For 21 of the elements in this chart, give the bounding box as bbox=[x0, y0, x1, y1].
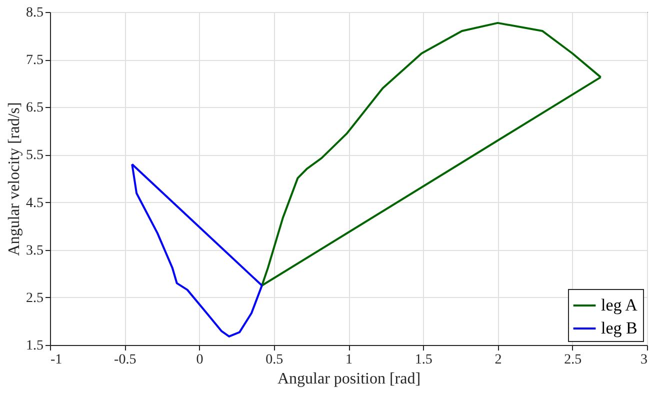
y-axis-title: Angular velocity [rad/s] bbox=[6, 102, 23, 256]
y-tick-label: 1.5 bbox=[26, 338, 44, 354]
y-tick-label: 4.5 bbox=[26, 196, 44, 211]
y-tick-label: 3.5 bbox=[26, 243, 44, 258]
x-tick-label: 1.5 bbox=[414, 352, 432, 368]
y-tick-label: 2.5 bbox=[26, 290, 44, 306]
y-tick-label: 8.5 bbox=[26, 6, 44, 20]
x-tick-label: 3 bbox=[640, 352, 648, 368]
y-tick-label: 7.5 bbox=[26, 53, 44, 68]
x-axis-title: Angular position [rad] bbox=[277, 370, 421, 388]
x-tick-label: -1 bbox=[50, 352, 62, 368]
y-tick-label: 6.5 bbox=[26, 100, 44, 116]
y-tick-label: 5.5 bbox=[26, 148, 44, 164]
x-tick-label: -0.5 bbox=[114, 352, 136, 368]
x-tick-label: 2.5 bbox=[564, 352, 582, 368]
legend-label: leg B bbox=[601, 318, 638, 338]
x-tick-label: 0 bbox=[196, 352, 204, 368]
x-tick-label: 2 bbox=[494, 352, 502, 368]
x-tick-label: 0.5 bbox=[266, 352, 284, 368]
x-tick-label: 1 bbox=[346, 352, 352, 368]
legend-label: leg A bbox=[601, 296, 638, 314]
